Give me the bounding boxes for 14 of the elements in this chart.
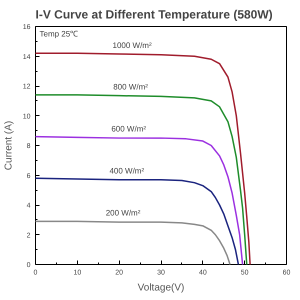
x-axis-title: Voltage(V) [138, 282, 184, 294]
series-label: 200 W/m² [106, 208, 141, 218]
line-series [36, 52, 251, 264]
annotation: Temp 25℃ [40, 30, 78, 38]
chart-title: I-V Curve at Different Temperature (580W) [36, 8, 273, 22]
line-series [36, 94, 248, 264]
series-label: 600 W/m² [111, 124, 146, 134]
series-label: 1000 W/m² [112, 40, 152, 50]
line-series [36, 136, 244, 264]
line-series [36, 220, 231, 264]
line-series [36, 177, 240, 264]
series-label: 800 W/m² [113, 82, 148, 92]
y-axis-title: Current (A) [4, 120, 15, 170]
series-label: 400 W/m² [109, 166, 144, 176]
